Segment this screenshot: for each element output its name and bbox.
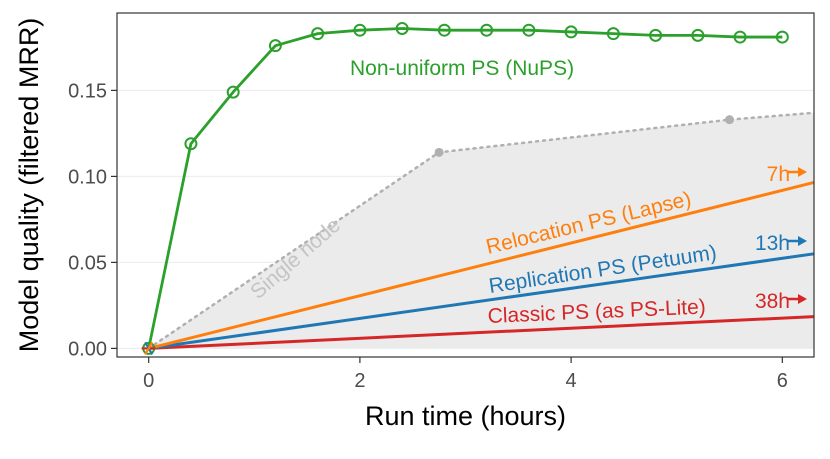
single-node-shaded-band: [148, 112, 814, 349]
x-axis-title: Run time (hours): [365, 401, 566, 431]
nups-point: [184, 137, 198, 151]
nups-point: [564, 25, 578, 39]
arrow-head-icon: [798, 294, 807, 304]
plot-panel-border: [116, 12, 815, 358]
single-node-line: [147, 111, 816, 350]
end-time-label: 38h: [755, 290, 790, 313]
nups-point: [395, 21, 409, 35]
single-node-point: [434, 147, 444, 157]
nups-point: [606, 27, 620, 41]
x-tick-label: 0: [143, 370, 154, 392]
series-line: [148, 315, 815, 350]
origin-marker: [144, 341, 154, 356]
x-tick-label: 4: [566, 370, 577, 392]
x-tick-label: 6: [777, 370, 788, 392]
nups-label: Non-uniform PS (NuPS): [350, 57, 574, 80]
y-tick-label: 0.00: [68, 338, 107, 360]
x-tick-label: 2: [354, 370, 365, 392]
end-time-label: 7h: [767, 163, 790, 186]
nups-line: [147, 27, 783, 349]
y-tick-label: 0.10: [68, 166, 107, 188]
series-line: [148, 180, 815, 350]
nups-point: [353, 23, 367, 37]
single-node-area: [148, 112, 814, 349]
y-tick-label: 0.15: [68, 80, 107, 102]
nups-point: [437, 23, 451, 37]
nups-point: [268, 39, 282, 53]
single-node-point: [725, 115, 735, 125]
arrow-head-icon: [798, 167, 807, 177]
y-tick-label: 0.05: [68, 252, 107, 274]
nups-point: [691, 28, 705, 42]
nups-point: [733, 30, 747, 44]
y-axis-title: Model quality (filtered MRR): [14, 18, 44, 353]
nups-point: [226, 85, 240, 99]
series-line: [148, 252, 815, 350]
nups-point: [522, 23, 536, 37]
series-lines: [141, 21, 816, 356]
nups-point: [775, 30, 789, 44]
nups-point: [311, 27, 325, 41]
end-time-label: 13h: [755, 232, 790, 255]
nups-point: [649, 28, 663, 42]
nups-point: [480, 23, 494, 37]
axes: 0.00 0.05 0.10 0.15 0 2 4 6: [68, 80, 788, 392]
arrow-head-icon: [798, 236, 807, 246]
